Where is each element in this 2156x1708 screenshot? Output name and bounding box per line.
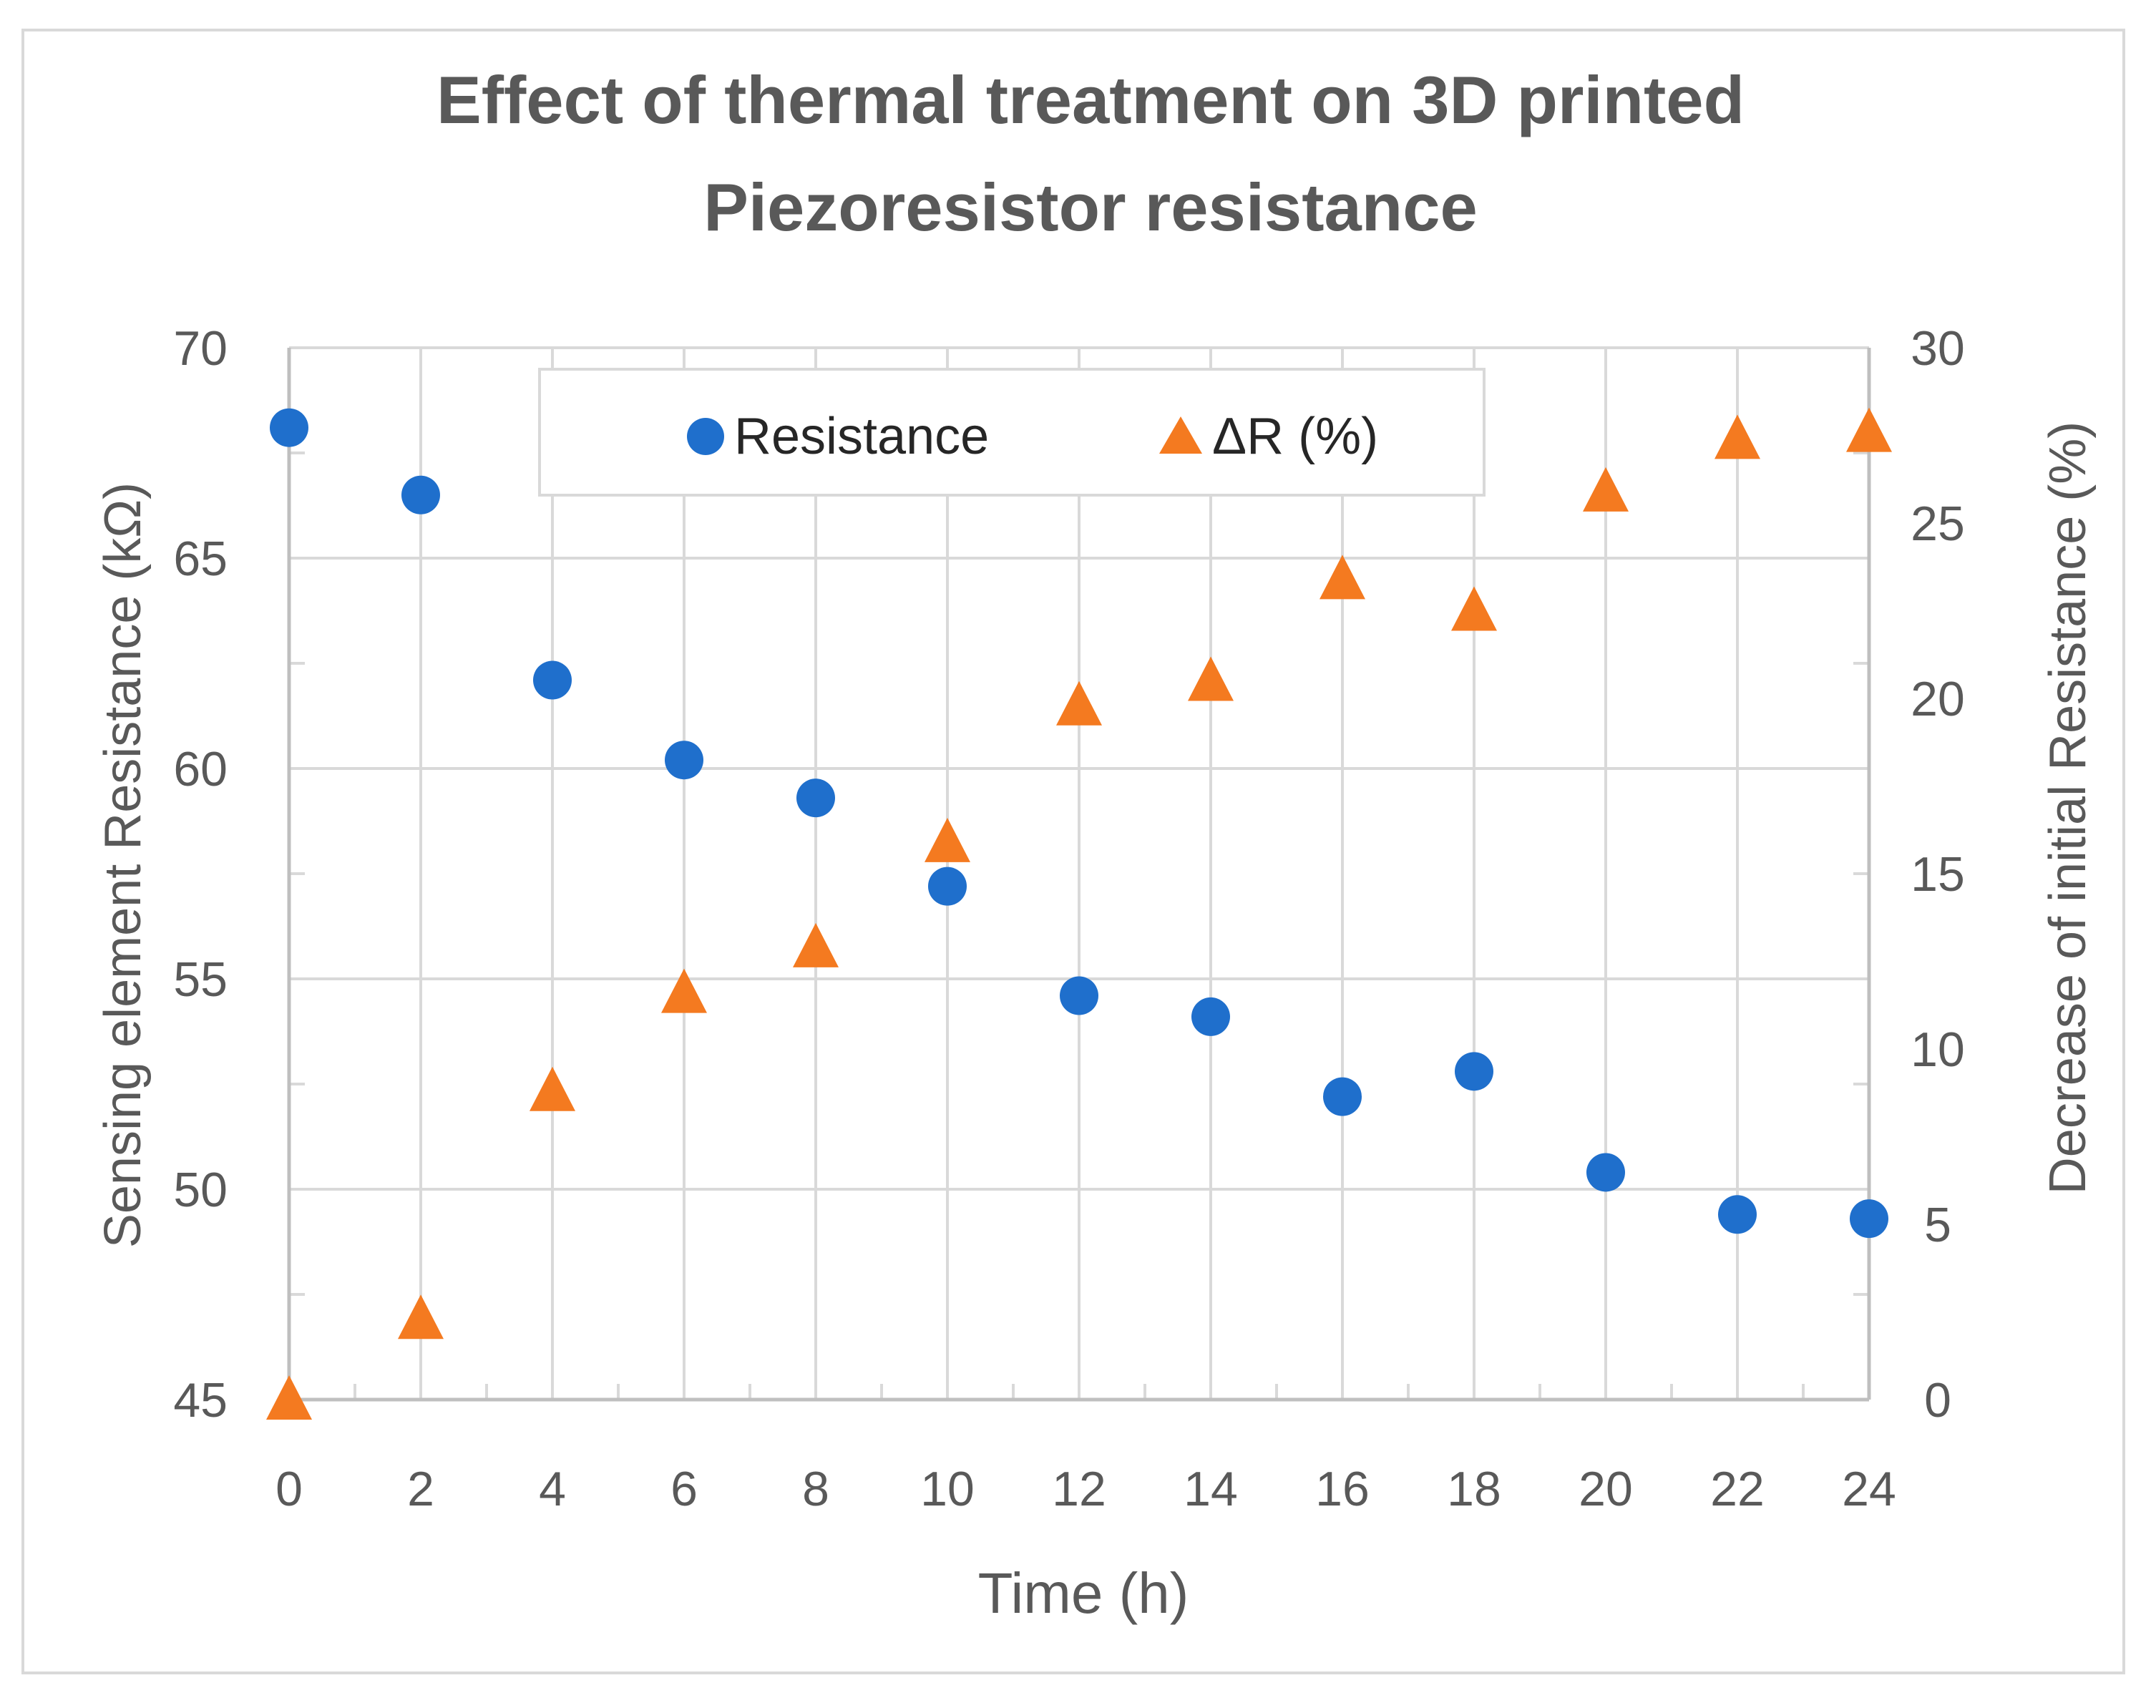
resistance-point bbox=[1718, 1195, 1757, 1234]
y2-tick-label: 5 bbox=[1924, 1198, 1951, 1252]
y-tick-label: 55 bbox=[173, 952, 228, 1007]
y2-tick-label: 20 bbox=[1911, 672, 1965, 726]
delta-r-point bbox=[1451, 586, 1497, 631]
x-tick-label: 16 bbox=[1315, 1462, 1370, 1516]
y-axis-right-label: Decrease of initial Resistance (%) bbox=[2039, 421, 2097, 1194]
chart-title-line-1: Effect of thermal treatment on 3D printe… bbox=[436, 62, 1745, 137]
y-tick-label: 65 bbox=[173, 532, 228, 586]
resistance-point bbox=[1191, 997, 1230, 1036]
delta-r-point bbox=[530, 1066, 575, 1111]
y-left-tick-labels: 45 50 55 60 65 70 bbox=[173, 321, 228, 1428]
resistance-point bbox=[1850, 1199, 1888, 1239]
delta-r-point bbox=[1188, 656, 1234, 701]
resistance-point bbox=[928, 867, 967, 906]
delta-r-point bbox=[1056, 680, 1102, 726]
y2-tick-label: 15 bbox=[1911, 847, 1965, 902]
legend-delta-r-marker bbox=[1159, 416, 1202, 454]
y-tick-label: 50 bbox=[173, 1163, 228, 1217]
chart-title-line-2: Piezoresistor resistance bbox=[703, 170, 1478, 245]
delta-r-point bbox=[925, 817, 970, 862]
delta-r-point bbox=[661, 968, 707, 1013]
x-tick-label: 14 bbox=[1184, 1462, 1238, 1516]
x-tick-label: 12 bbox=[1052, 1462, 1106, 1516]
y2-tick-label: 10 bbox=[1911, 1023, 1965, 1077]
legend: Resistance ΔR (%) bbox=[538, 368, 1486, 497]
x-tick-label: 2 bbox=[407, 1462, 434, 1516]
series-delta-r bbox=[266, 407, 1892, 1420]
x-tick-label: 22 bbox=[1710, 1462, 1765, 1516]
chart: Effect of thermal treatment on 3D printe… bbox=[94, 62, 2097, 1625]
y2-tick-label: 0 bbox=[1924, 1373, 1951, 1428]
y-tick-label: 45 bbox=[173, 1373, 228, 1428]
resistance-point bbox=[533, 660, 572, 700]
delta-r-point bbox=[398, 1294, 444, 1339]
legend-resistance-label: Resistance bbox=[734, 408, 989, 465]
y-axis-left-label: Sensing element Resistance (kΩ) bbox=[94, 482, 152, 1248]
resistance-point bbox=[401, 475, 440, 514]
resistance-point bbox=[1455, 1052, 1493, 1091]
series-resistance bbox=[270, 408, 1888, 1239]
x-tick-label: 4 bbox=[539, 1462, 566, 1516]
resistance-point bbox=[1586, 1153, 1625, 1192]
x-tick-label: 20 bbox=[1579, 1462, 1633, 1516]
x-tick-label: 0 bbox=[275, 1462, 303, 1516]
y2-tick-label: 25 bbox=[1911, 497, 1965, 551]
gridlines bbox=[288, 346, 1870, 1401]
resistance-point bbox=[1060, 976, 1098, 1015]
resistance-point bbox=[796, 779, 835, 818]
y-right-tick-labels: 0 5 10 15 20 25 30 bbox=[1911, 321, 1965, 1428]
y-tick-label: 70 bbox=[173, 321, 228, 376]
delta-r-point bbox=[1320, 555, 1365, 600]
resistance-point bbox=[270, 408, 308, 447]
chart-frame: Effect of thermal treatment on 3D printe… bbox=[21, 29, 2125, 1674]
x-tick-label: 6 bbox=[670, 1462, 698, 1516]
delta-r-point bbox=[266, 1375, 312, 1420]
y-tick-label: 60 bbox=[173, 742, 228, 796]
resistance-point bbox=[1323, 1077, 1362, 1116]
x-axis-label: Time (h) bbox=[978, 1561, 1189, 1625]
legend-resistance-marker bbox=[687, 418, 724, 455]
x-tick-label: 24 bbox=[1842, 1462, 1896, 1516]
x-tick-label: 18 bbox=[1447, 1462, 1501, 1516]
delta-r-point bbox=[793, 922, 839, 967]
delta-r-point bbox=[1846, 407, 1892, 452]
y2-tick-label: 30 bbox=[1911, 321, 1965, 376]
x-tick-labels: 0 2 4 6 8 10 12 14 16 18 20 22 24 bbox=[275, 1462, 1896, 1516]
x-tick-label: 10 bbox=[920, 1462, 975, 1516]
delta-r-point bbox=[1714, 414, 1760, 459]
delta-r-point bbox=[1583, 467, 1629, 512]
legend-delta-r-label: ΔR (%) bbox=[1212, 408, 1378, 465]
resistance-point bbox=[665, 741, 703, 780]
x-tick-label: 8 bbox=[802, 1462, 829, 1516]
